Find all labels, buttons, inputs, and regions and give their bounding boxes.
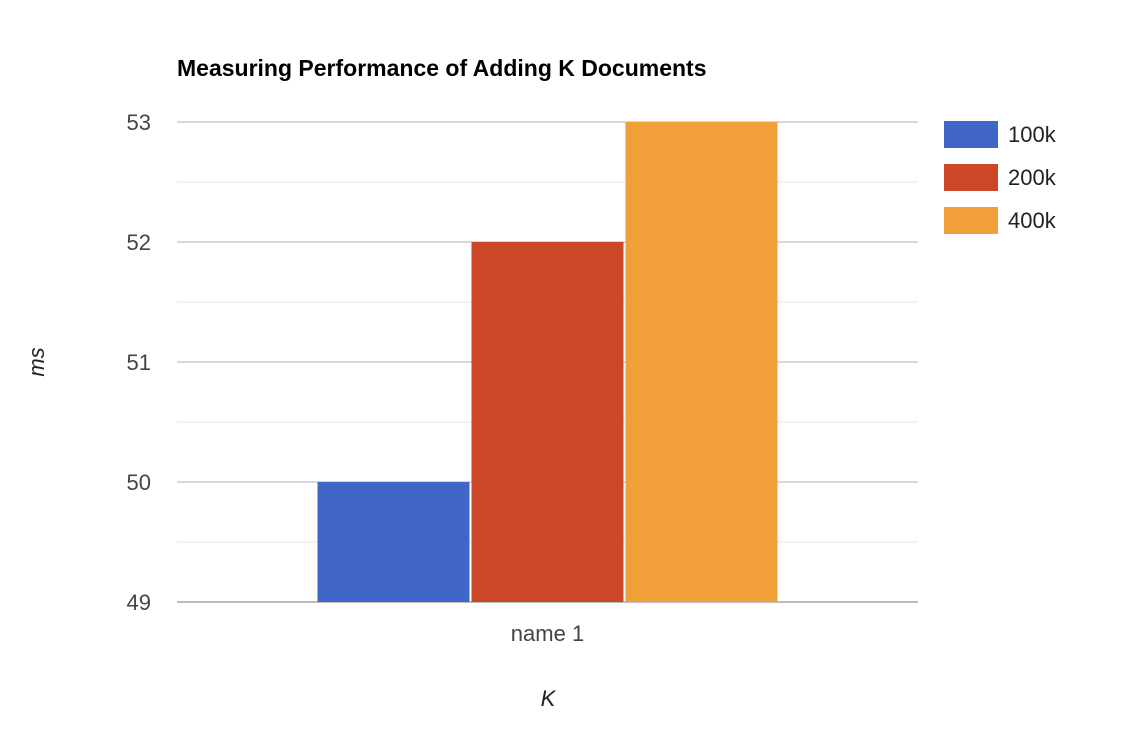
bar-400k (625, 122, 778, 602)
chart-title: Measuring Performance of Adding K Docume… (177, 55, 707, 81)
y-axis-ticks: 49 50 51 52 53 (127, 110, 151, 615)
y-tick-label: 50 (127, 470, 151, 495)
bar-100k (317, 482, 470, 602)
legend: 100k 200k 400k (944, 121, 1057, 234)
x-tick-label: name 1 (511, 621, 584, 646)
y-axis-label: ms (24, 347, 49, 376)
y-tick-label: 49 (127, 590, 151, 615)
legend-label-100k: 100k (1008, 122, 1057, 147)
bar-200k (471, 242, 624, 602)
x-axis-ticks: name 1 (511, 621, 584, 646)
legend-label-200k: 200k (1008, 165, 1057, 190)
legend-swatch-200k (944, 164, 998, 191)
legend-label-400k: 400k (1008, 208, 1057, 233)
y-tick-label: 52 (127, 230, 151, 255)
x-axis-label: K (541, 686, 557, 711)
y-tick-label: 53 (127, 110, 151, 135)
legend-swatch-400k (944, 207, 998, 234)
legend-swatch-100k (944, 121, 998, 148)
bars (317, 122, 778, 602)
y-tick-label: 51 (127, 350, 151, 375)
